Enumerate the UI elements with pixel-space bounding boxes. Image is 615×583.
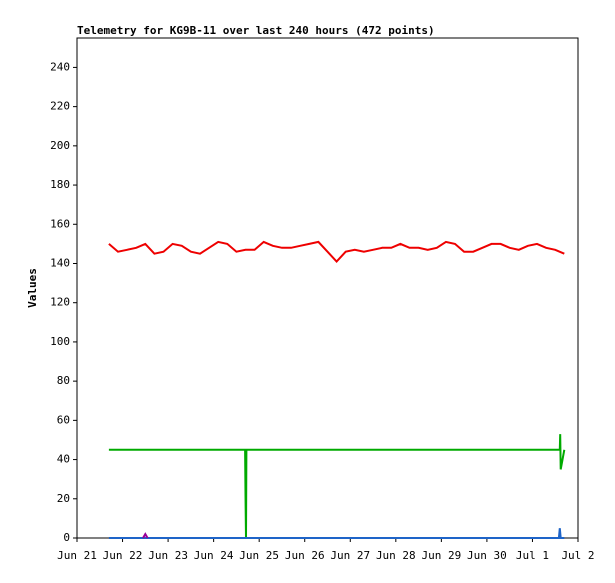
series-line <box>108 240 565 263</box>
x-tick-label: Jun 22 <box>103 549 143 562</box>
series-line <box>108 434 566 539</box>
y-tick-label: 180 <box>50 178 70 191</box>
y-tick-label: 40 <box>57 453 70 466</box>
x-tick-label: Jun 23 <box>148 549 188 562</box>
y-axis-label: Values <box>26 268 39 308</box>
y-tick-label: 200 <box>50 139 70 152</box>
series-line <box>142 532 149 539</box>
x-tick-label: Jun 27 <box>330 549 370 562</box>
x-tick-label: Jun 30 <box>467 549 507 562</box>
y-tick-label: 120 <box>50 296 70 309</box>
x-tick-label: Jun 25 <box>239 549 279 562</box>
y-tick-label: 80 <box>57 374 70 387</box>
x-tick-label: Jun 28 <box>376 549 416 562</box>
y-tick-label: 100 <box>50 335 70 348</box>
y-tick-label: 60 <box>57 413 70 426</box>
y-tick-label: 160 <box>50 217 70 230</box>
y-tick-label: 140 <box>50 256 70 269</box>
x-tick-label: Jul 2 <box>561 549 594 562</box>
x-tick-label: Jun 24 <box>194 549 234 562</box>
x-tick-label: Jun 26 <box>285 549 325 562</box>
y-tick-label: 20 <box>57 492 70 505</box>
x-tick-label: Jul 1 <box>516 549 549 562</box>
y-tick-label: 0 <box>63 531 70 544</box>
y-tick-label: 220 <box>50 100 70 113</box>
series-line <box>108 528 565 539</box>
x-tick-label: Jun 21 <box>57 549 97 562</box>
chart-title: Telemetry for KG9B-11 over last 240 hour… <box>77 24 435 37</box>
x-tick-label: Jun 29 <box>421 549 461 562</box>
y-tick-label: 240 <box>50 60 70 73</box>
